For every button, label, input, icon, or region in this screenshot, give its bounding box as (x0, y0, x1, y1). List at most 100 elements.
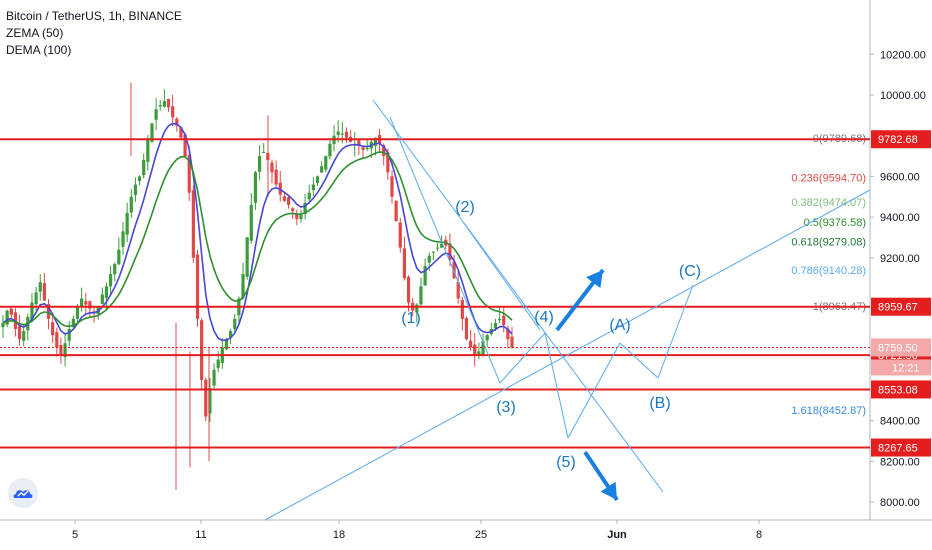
y-tick-label: 9400.00 (880, 212, 920, 224)
trend-line (389, 116, 501, 384)
candle-body (129, 196, 133, 213)
candle-body (233, 318, 237, 329)
candle-body (336, 131, 340, 135)
candle-body (390, 176, 394, 197)
candle-body (340, 133, 344, 135)
zema-line (2, 122, 513, 342)
candle-body (104, 286, 109, 298)
candle-body (212, 369, 216, 386)
y-tick-label: 8400.00 (880, 416, 920, 428)
candle-body (291, 208, 295, 211)
trend-line (462, 221, 541, 331)
candle-body (274, 169, 278, 185)
trend-line (567, 342, 621, 439)
candle-body (402, 248, 407, 279)
candle-body (477, 351, 481, 355)
candle-body (257, 156, 262, 172)
candle-body (142, 160, 146, 176)
candle-body (357, 140, 361, 146)
candle-body (398, 222, 402, 248)
candle-body (30, 302, 34, 320)
wave-label: (5) (556, 454, 576, 471)
candle-body (5, 310, 9, 325)
candle-body (183, 134, 187, 157)
candle-body (162, 101, 166, 107)
candle-body (100, 294, 104, 304)
candle-body (224, 339, 229, 350)
candle-body (22, 331, 26, 341)
candle-body (121, 231, 125, 247)
candle-body (187, 155, 191, 193)
x-tick-label: 25 (475, 529, 487, 541)
up-arrow-head (586, 270, 603, 289)
symbol-title[interactable]: Bitcoin / TetherUS, 1h, BINANCE (6, 9, 182, 23)
candle-body (315, 176, 320, 184)
price-level-tag-label: 9782.68 (878, 134, 918, 146)
fib-level-label: 0.382(9474.07) (791, 197, 866, 209)
candle-body (46, 304, 51, 319)
countdown-tag (871, 359, 931, 376)
candle-body (34, 292, 38, 305)
candle-body (208, 388, 212, 414)
candle-body (158, 105, 162, 107)
wave-label: (3) (496, 399, 516, 416)
indicator-zema[interactable]: ZEMA (50) (6, 26, 64, 40)
candle-body (80, 298, 84, 307)
candles-group (1, 82, 514, 490)
candle-body (175, 118, 179, 126)
x-tick-label: 18 (333, 529, 345, 541)
price-level-tag (871, 297, 931, 316)
candle-body (241, 274, 245, 298)
fib-level-label: 0.618(9279.08) (791, 237, 866, 249)
candle-body (485, 335, 489, 341)
down-arrow-head (600, 481, 617, 500)
candle-body (154, 109, 158, 120)
candle-body (249, 204, 253, 241)
wave-label: (A) (609, 317, 630, 334)
candle-body (361, 147, 365, 150)
wave-label: (2) (455, 199, 475, 216)
candle-body (481, 341, 485, 355)
candle-body (506, 328, 510, 340)
current-price-tag-label: 8759.50 (878, 342, 918, 354)
x-tick-label: 8 (756, 529, 762, 541)
candle-body (88, 301, 92, 309)
candle-body (204, 379, 208, 417)
indicator-dema[interactable]: DEMA (100) (6, 43, 72, 57)
y-tick-label: 8200.00 (880, 456, 920, 468)
candle-body (452, 261, 456, 279)
candle-body (448, 243, 452, 260)
candle-body (493, 322, 498, 329)
y-tick-label: 8000.00 (880, 497, 920, 509)
candle-body (299, 215, 303, 220)
candle-body (324, 156, 328, 170)
trend-line (499, 332, 546, 384)
candle-body (286, 197, 291, 205)
candle-body (63, 343, 67, 358)
tradingview-logo[interactable] (8, 478, 38, 508)
trend-line (657, 284, 694, 379)
candle-body (382, 145, 386, 157)
candle-body (229, 331, 233, 338)
candle-body (253, 172, 258, 203)
candle-body (415, 304, 419, 313)
candle-body (200, 320, 204, 380)
candle-body (179, 127, 183, 138)
candle-body (423, 265, 427, 286)
candle-body (510, 336, 514, 348)
candle-body (166, 98, 171, 108)
x-tick-label: Jun (607, 529, 627, 541)
candle-body (67, 329, 71, 341)
candle-body (71, 318, 75, 328)
candle-body (435, 247, 440, 249)
x-tick-label: 11 (195, 529, 206, 541)
candle-body (216, 359, 220, 368)
trend-line (619, 342, 659, 379)
price-level-tag (871, 130, 931, 149)
candle-body (195, 254, 200, 319)
trend-line (372, 99, 664, 493)
candle-body (295, 214, 299, 220)
fib-level-label: 0.786(9140.28) (791, 265, 866, 277)
fib-level-label: 1.618(8452.87) (791, 405, 866, 417)
